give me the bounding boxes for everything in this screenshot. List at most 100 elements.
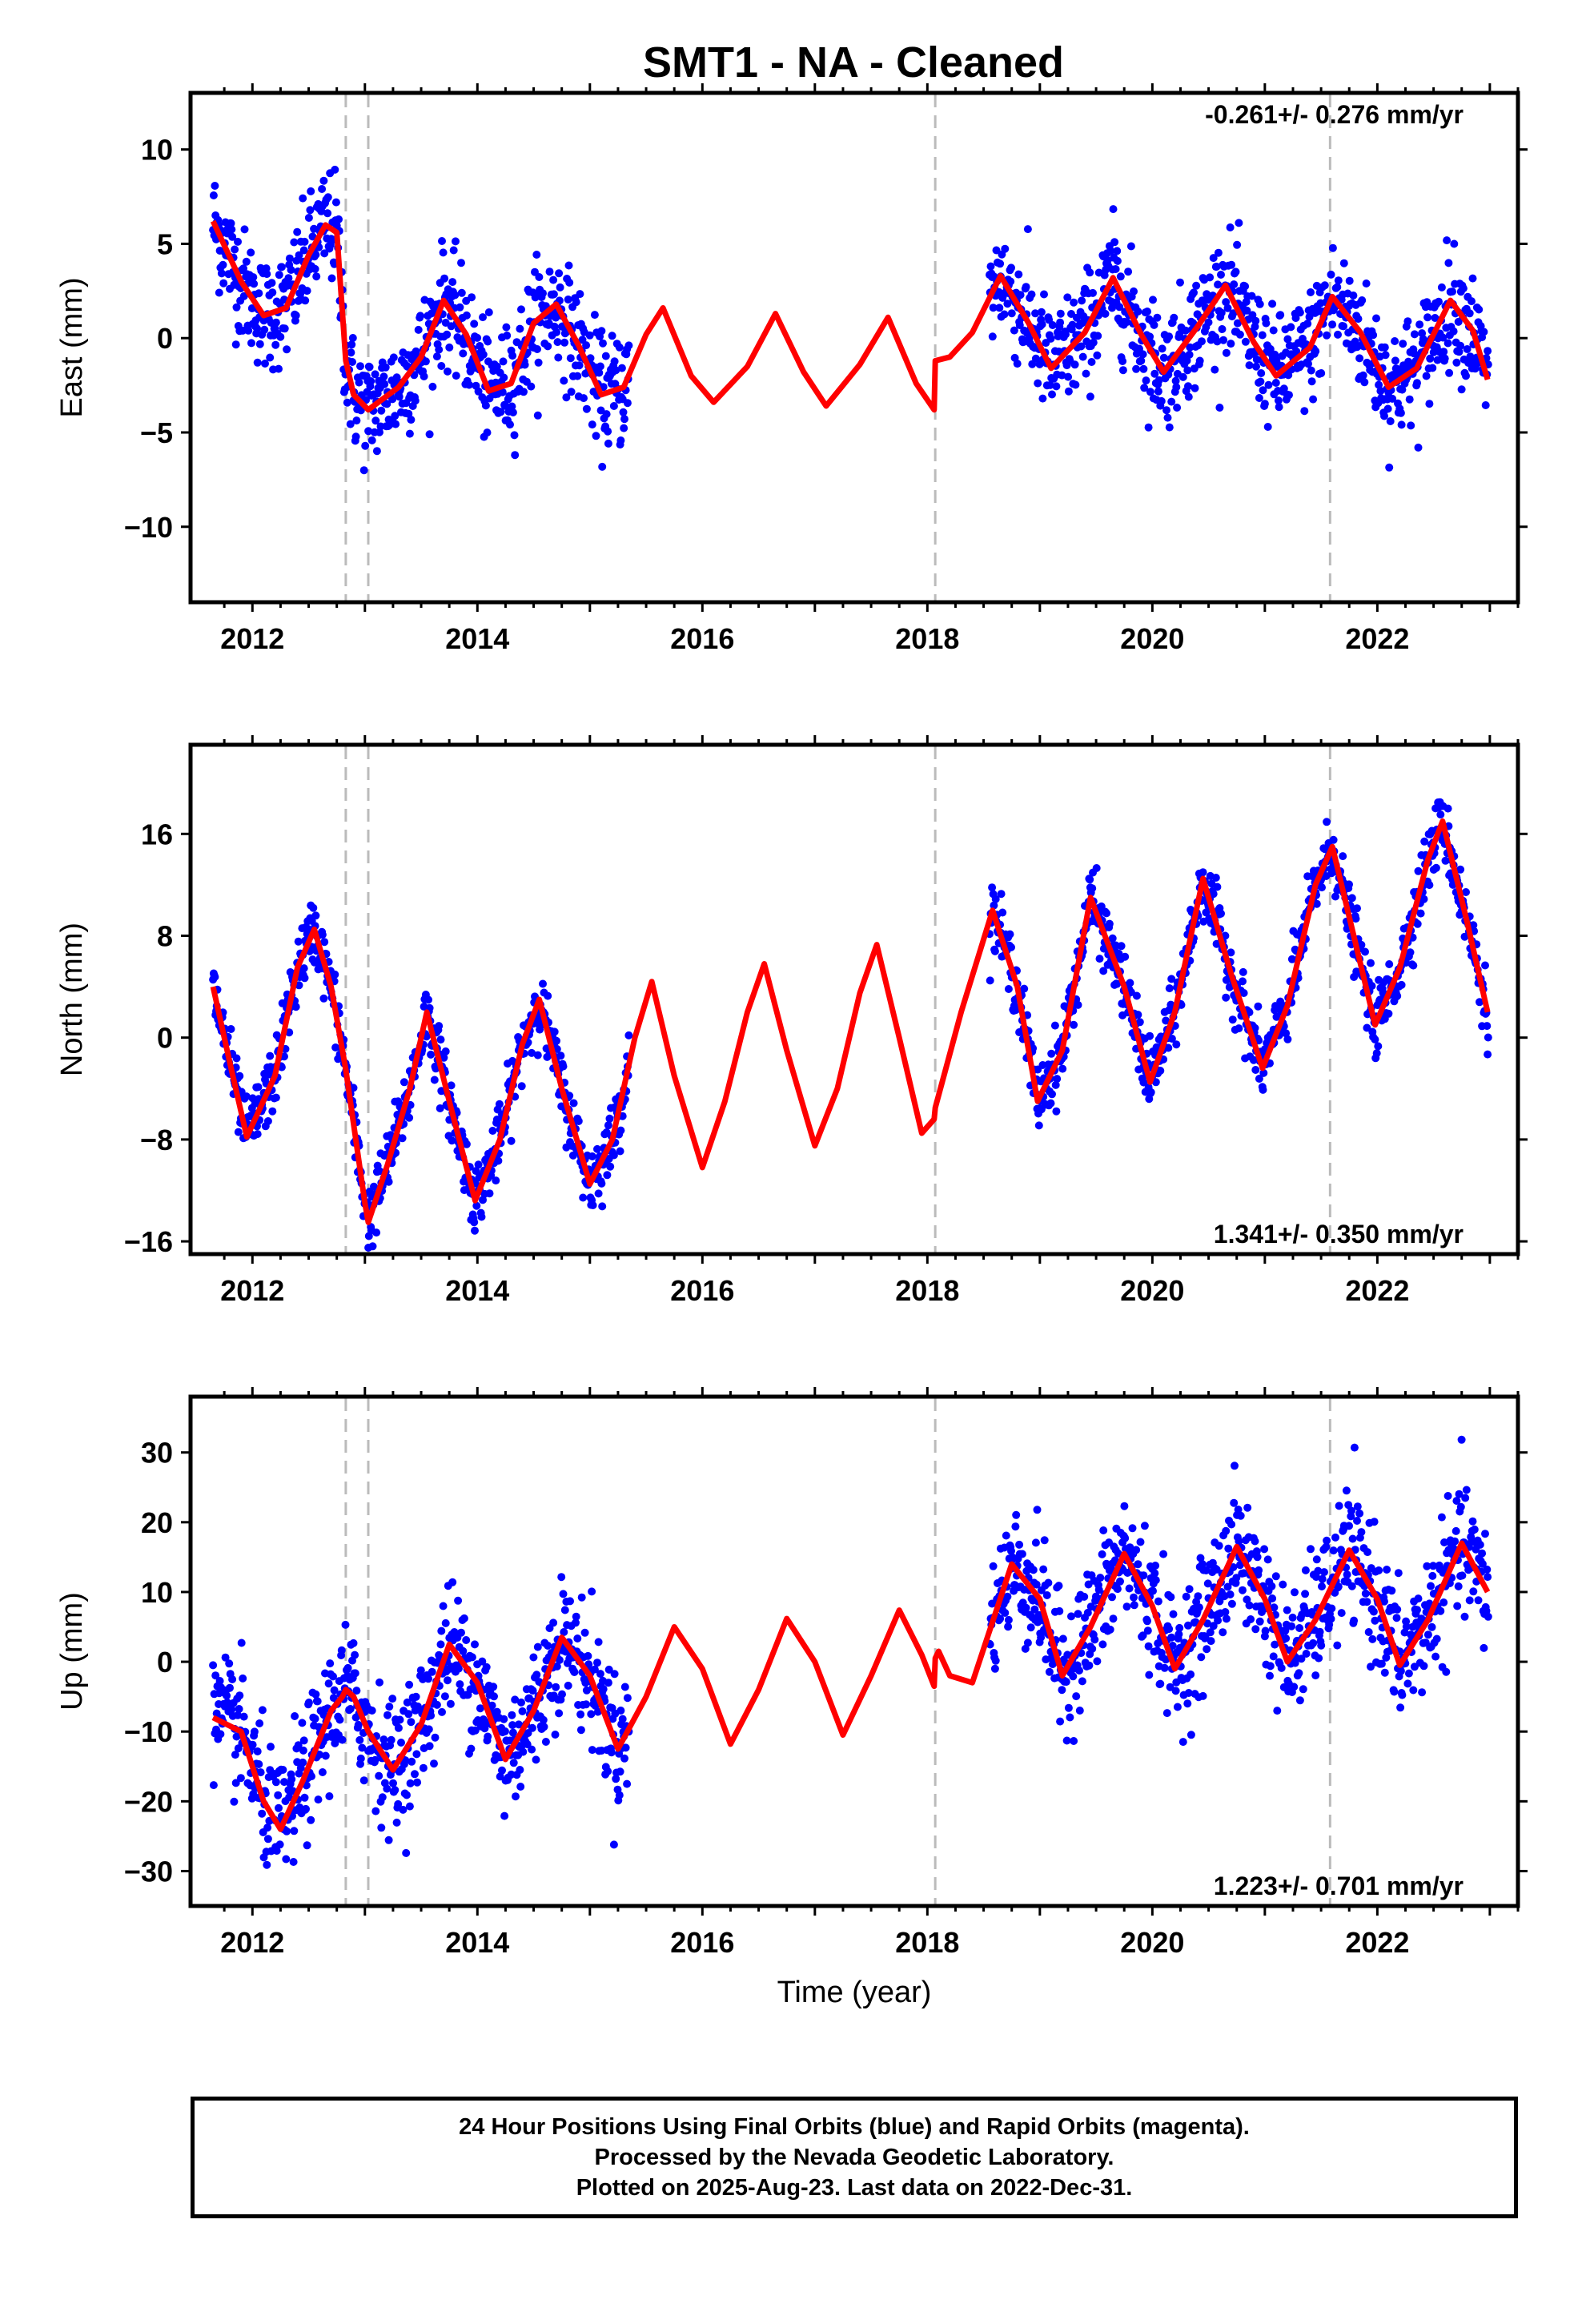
data-point xyxy=(500,1727,509,1735)
data-point xyxy=(623,1694,632,1703)
data-point xyxy=(299,964,308,973)
data-point xyxy=(624,341,633,350)
data-point xyxy=(1255,394,1263,402)
data-point xyxy=(590,1665,599,1674)
data-point xyxy=(1255,1075,1263,1083)
data-point xyxy=(565,278,574,287)
data-point xyxy=(1460,1612,1469,1621)
data-point xyxy=(986,976,994,985)
data-point xyxy=(566,1597,574,1606)
data-point xyxy=(391,1786,400,1795)
data-point xyxy=(598,462,607,471)
data-point xyxy=(605,1114,614,1123)
data-point xyxy=(1126,1543,1134,1552)
data-point xyxy=(1093,351,1102,360)
data-point xyxy=(1267,1582,1276,1590)
data-point xyxy=(1144,1642,1153,1651)
data-point xyxy=(299,1736,308,1745)
data-point xyxy=(1420,837,1429,846)
data-point xyxy=(1078,1677,1086,1686)
data-point xyxy=(231,1779,240,1787)
data-point xyxy=(430,1759,438,1768)
data-point xyxy=(1268,300,1277,308)
data-point xyxy=(500,373,508,382)
data-point xyxy=(1269,1652,1278,1661)
data-point xyxy=(438,1707,446,1716)
plot-frame xyxy=(188,742,1520,1256)
data-point xyxy=(1458,1571,1467,1580)
data-point xyxy=(1156,1679,1165,1688)
data-point xyxy=(544,342,552,351)
data-point xyxy=(481,401,490,410)
data-point xyxy=(304,1699,313,1707)
x-tick-label: 2020 xyxy=(1120,1274,1184,1307)
data-point xyxy=(1182,1592,1191,1601)
data-point xyxy=(528,1048,536,1057)
data-point xyxy=(1484,1612,1492,1621)
data-point xyxy=(1222,1526,1231,1535)
data-point xyxy=(496,1772,504,1781)
data-point xyxy=(1436,1606,1445,1615)
data-point xyxy=(506,420,514,429)
data-point xyxy=(1063,1651,1072,1659)
data-point xyxy=(1236,1511,1245,1520)
data-point xyxy=(1383,1566,1391,1574)
data-point xyxy=(1221,1608,1230,1616)
data-point xyxy=(576,1726,585,1735)
data-point xyxy=(447,1081,456,1090)
data-point xyxy=(474,1160,483,1169)
data-point xyxy=(568,1151,577,1160)
data-point xyxy=(1386,417,1395,425)
data-point xyxy=(1445,368,1454,377)
data-point xyxy=(1320,1568,1328,1577)
data-point xyxy=(1027,290,1036,299)
y-tick-label: 30 xyxy=(141,1437,173,1470)
data-point xyxy=(1095,955,1104,963)
data-point xyxy=(616,1147,624,1156)
data-point xyxy=(456,303,464,312)
data-point xyxy=(312,272,321,281)
data-point xyxy=(1392,1614,1401,1622)
data-point xyxy=(1451,1537,1460,1546)
data-point xyxy=(1432,1634,1441,1643)
data-point xyxy=(552,328,560,336)
data-point xyxy=(1357,1528,1366,1537)
data-point xyxy=(272,1847,281,1856)
data-point xyxy=(383,400,391,408)
data-point xyxy=(1327,270,1335,279)
data-point xyxy=(1003,300,1012,308)
data-point xyxy=(1484,1033,1492,1042)
data-point xyxy=(311,1690,320,1699)
data-point xyxy=(388,1695,397,1703)
data-point xyxy=(367,1707,376,1715)
data-point xyxy=(528,1687,537,1695)
data-point xyxy=(1253,1553,1262,1562)
data-point xyxy=(1427,1582,1435,1590)
data-point xyxy=(1295,1696,1304,1705)
y-tick-label: 0 xyxy=(157,1022,173,1055)
data-point xyxy=(1167,397,1176,406)
data-point xyxy=(1425,881,1434,890)
data-point xyxy=(457,259,465,267)
data-point xyxy=(533,1642,542,1651)
data-point xyxy=(318,1768,327,1776)
data-point xyxy=(517,1082,526,1091)
data-point xyxy=(1044,1578,1053,1587)
data-point xyxy=(1251,316,1260,325)
data-point xyxy=(557,1573,566,1582)
data-point xyxy=(991,895,1000,903)
data-point xyxy=(427,1711,436,1720)
data-point xyxy=(1012,1510,1021,1519)
data-point xyxy=(300,237,309,246)
data-point xyxy=(351,1669,359,1678)
data-point xyxy=(1072,1692,1081,1701)
data-point xyxy=(1239,1586,1247,1594)
data-point xyxy=(308,232,317,241)
data-point xyxy=(1006,930,1014,939)
data-point xyxy=(1283,1035,1292,1043)
data-point xyxy=(1252,362,1260,371)
data-point xyxy=(1281,1626,1290,1635)
data-point xyxy=(594,1189,603,1198)
data-point xyxy=(1443,1492,1452,1500)
data-point xyxy=(448,1578,457,1586)
